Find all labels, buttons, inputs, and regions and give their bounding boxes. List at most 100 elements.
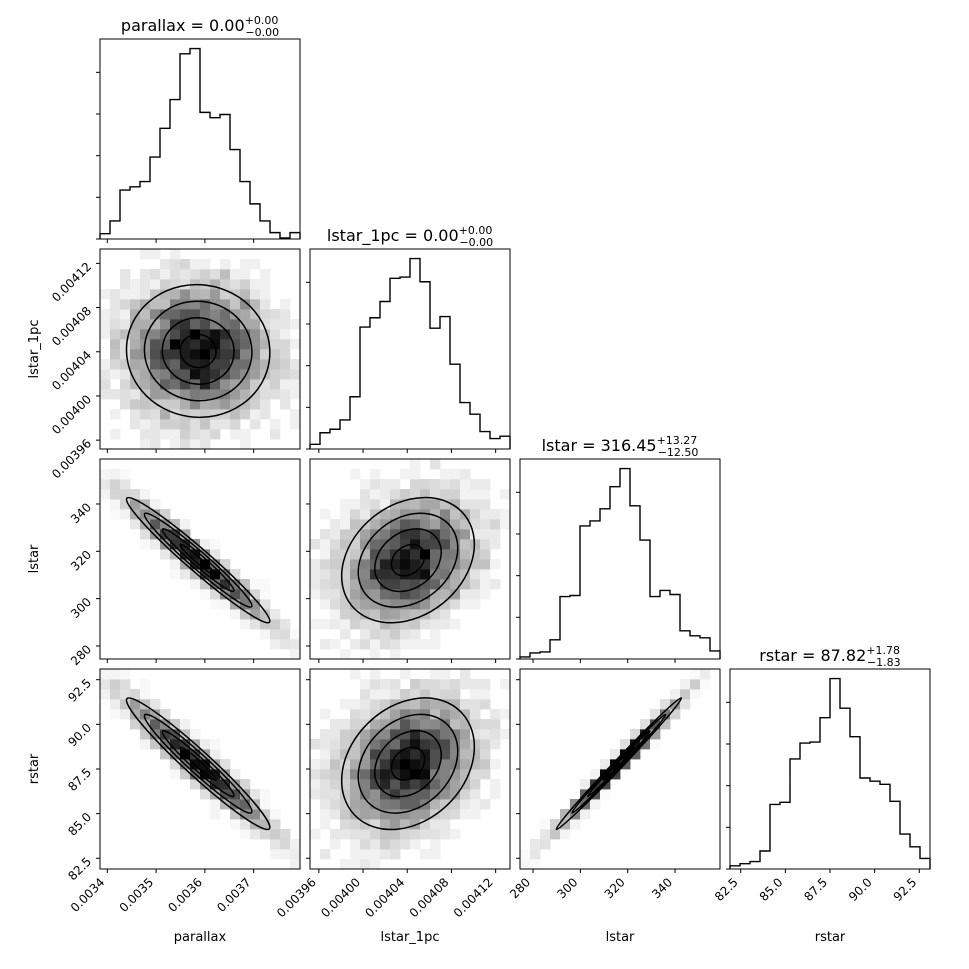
panel-rstar-vs-lstar — [519, 668, 721, 870]
density-cell — [280, 399, 291, 410]
density-cell — [360, 749, 371, 760]
density-cell — [330, 569, 341, 580]
density-cell — [470, 699, 481, 710]
density-cell — [220, 349, 231, 360]
density-cell — [270, 639, 281, 650]
contour-line — [161, 730, 235, 798]
density-cell — [410, 739, 421, 750]
panel-title-prefix: rstar = 87.82 — [759, 646, 866, 665]
density-cell — [320, 559, 331, 570]
density-cell — [430, 609, 441, 620]
panel-title-lower: −0.00 — [245, 26, 279, 39]
density-cell — [460, 559, 471, 570]
density-cell — [180, 339, 191, 350]
density-cell — [380, 549, 391, 560]
density-cell — [150, 719, 161, 730]
density-cell — [110, 349, 121, 360]
density-cell — [370, 539, 381, 550]
density-cell — [250, 359, 261, 370]
density-cell — [150, 419, 161, 430]
density-cell — [370, 729, 381, 740]
density-cell — [240, 269, 251, 280]
density-cell — [440, 819, 451, 830]
density-cell — [110, 359, 121, 370]
density-cell — [380, 719, 391, 730]
y-tick-label: 85.0 — [65, 810, 94, 839]
density-cell — [100, 329, 111, 340]
density-cell — [590, 799, 601, 810]
x-axis-lstar-row2 — [532, 659, 676, 663]
density-cell — [280, 359, 291, 370]
y-tick-label: 300 — [68, 595, 94, 621]
density-cell — [410, 619, 421, 630]
density-cell — [250, 419, 261, 430]
density-cell — [280, 349, 291, 360]
contour-line — [571, 713, 667, 814]
density-cell — [440, 579, 451, 590]
density-cell — [130, 349, 141, 360]
density-cell — [330, 829, 341, 840]
density-cell — [380, 619, 391, 630]
density-cell — [410, 499, 421, 510]
density-cell — [320, 509, 331, 520]
density-cell — [130, 379, 141, 390]
density-cell — [330, 729, 341, 740]
density-cell — [650, 709, 661, 720]
density-cell — [210, 379, 221, 390]
density-cell — [350, 669, 361, 680]
density-cell — [440, 619, 451, 630]
density-cell — [160, 429, 171, 440]
density-cell — [220, 289, 231, 300]
density-cell — [260, 339, 271, 350]
density-cell — [340, 739, 351, 750]
density-cell — [120, 489, 131, 500]
density-cell — [170, 289, 181, 300]
density-cell — [460, 599, 471, 610]
density-cell — [200, 589, 211, 600]
density-cell — [220, 759, 231, 770]
density-cell — [110, 339, 121, 350]
density-cell — [370, 709, 381, 720]
contour-line — [125, 697, 271, 831]
density-cell — [140, 699, 151, 710]
density-cell — [160, 549, 171, 560]
x-tick-label: 0.0036 — [165, 875, 205, 915]
density-cell — [440, 769, 451, 780]
y-axis-label-lstar: lstar — [27, 544, 42, 573]
density-cell — [380, 529, 391, 540]
panel-title-lower: −1.83 — [867, 656, 901, 669]
density-cell — [210, 429, 221, 440]
density-cell — [210, 749, 221, 760]
density-cell — [490, 519, 501, 530]
density-cell — [490, 509, 501, 520]
density-cell — [140, 439, 151, 450]
density-cell — [370, 479, 381, 490]
panel-title-lower: −0.00 — [459, 236, 493, 249]
density-cell — [390, 849, 401, 860]
density-cell — [410, 609, 421, 620]
density-cell — [310, 789, 321, 800]
density-cell — [390, 479, 401, 490]
density-cell — [150, 529, 161, 540]
density-cell — [380, 519, 391, 530]
density-cell — [490, 789, 501, 800]
density-cell — [270, 359, 281, 370]
density-cell — [400, 789, 411, 800]
panel-title-parallax: parallax = 0.00+0.00 −0.00 — [121, 14, 279, 39]
density-cell — [350, 469, 361, 480]
density-cell — [430, 489, 441, 500]
density-cell — [210, 759, 221, 770]
y-tick-label: 0.00400 — [49, 392, 94, 437]
density-cell — [430, 849, 441, 860]
density-cell — [370, 619, 381, 630]
density-cell — [160, 309, 171, 320]
density-cell — [220, 259, 231, 270]
density-cell — [450, 689, 461, 700]
x-axis-label-lstar_1pc: lstar_1pc — [381, 930, 440, 945]
density-cell — [240, 439, 251, 450]
density-cell — [470, 679, 481, 690]
density-cell — [390, 749, 401, 760]
density-cell — [400, 739, 411, 750]
x-tick-label: 0.00412 — [451, 875, 496, 920]
density-cell — [170, 769, 181, 780]
